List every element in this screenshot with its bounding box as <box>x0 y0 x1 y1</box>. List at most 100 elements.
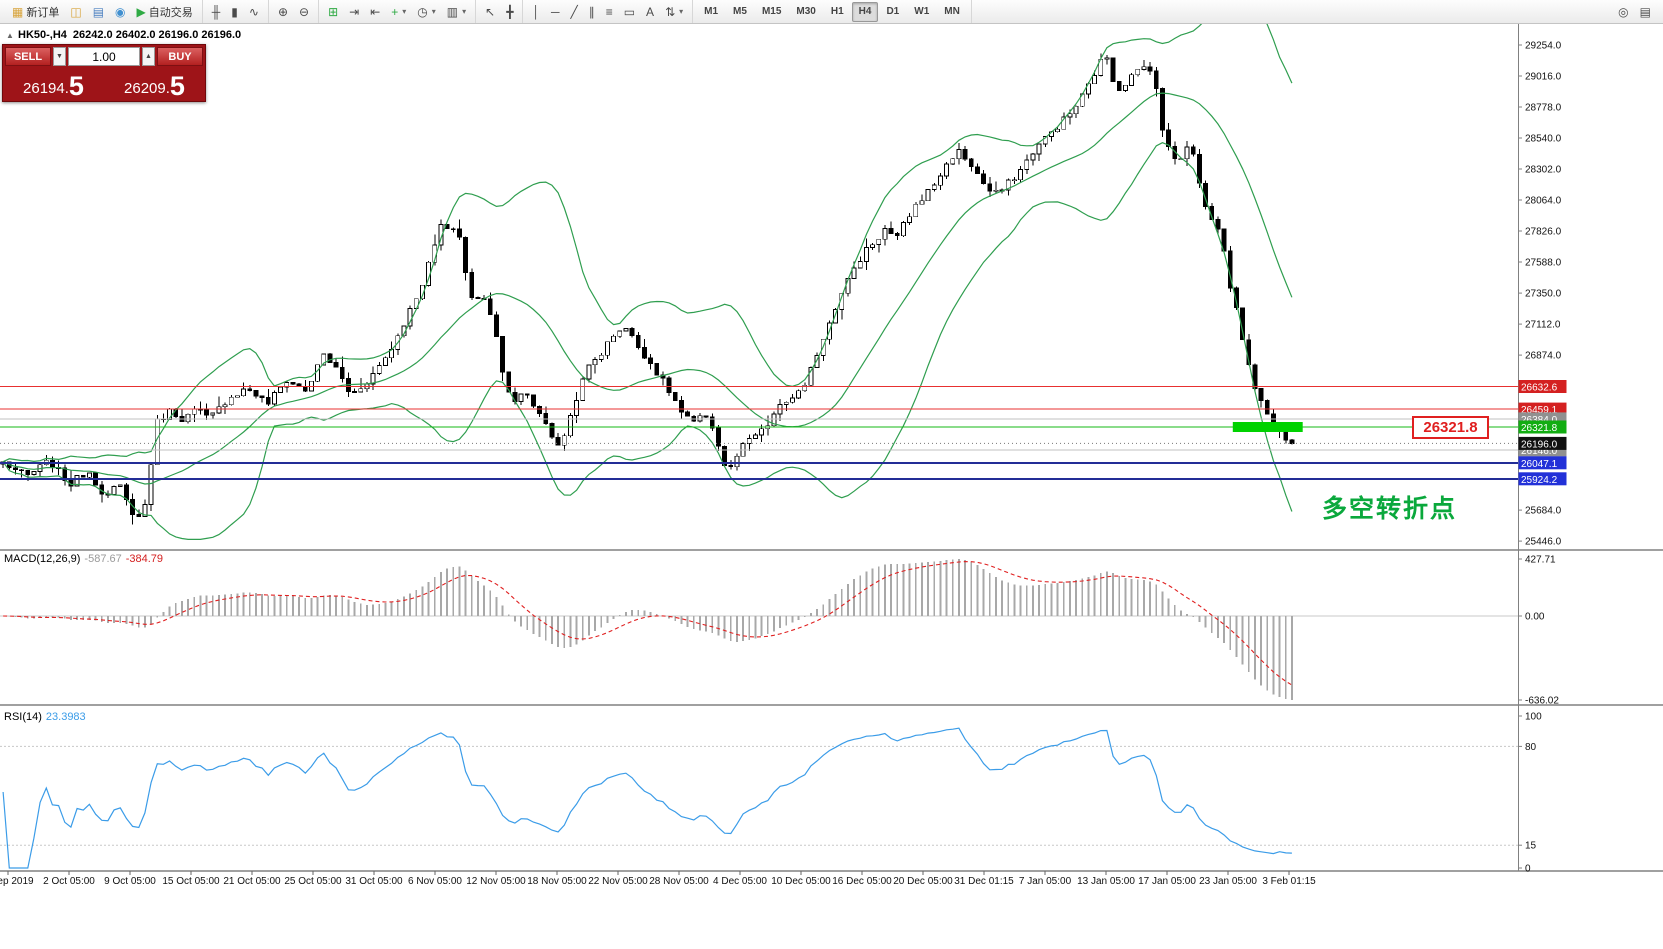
price-axis[interactable]: 29254.0 29016.0 28778.0 28540.0 28302.0 28064… <box>1518 41 1567 875</box>
bollinger-bands <box>2 24 1293 540</box>
vertical-line-icon: │ <box>532 4 540 19</box>
svg-text:20 Dec 05:00: 20 Dec 05:00 <box>893 876 953 887</box>
trendline-button[interactable]: ╱ <box>565 2 582 22</box>
sell-price[interactable]: 26194. 5 <box>3 68 104 101</box>
ohlc-bars-button[interactable]: ╫ <box>207 2 226 22</box>
tile-windows-icon: ⊞ <box>328 4 339 19</box>
timeframe-m15-button[interactable]: M15 <box>761 6 782 17</box>
svg-text:5 Sep 2019: 5 Sep 2019 <box>0 876 34 887</box>
auto-scroll-button[interactable]: ⇥ <box>344 2 364 22</box>
autotrading-button-label: 自动交易 <box>148 6 193 19</box>
volume-increase-button[interactable]: ▲ <box>142 47 155 66</box>
timeframe-m5-button[interactable]: M5 <box>733 6 747 17</box>
periods-button[interactable]: ◷ ▾ <box>412 2 441 22</box>
svg-text:27350.0: 27350.0 <box>1525 289 1562 300</box>
horizontal-line-button[interactable]: ─ <box>546 2 565 22</box>
macd-panel[interactable] <box>0 559 1518 700</box>
templates-icon: ▥ <box>446 4 459 19</box>
svg-text:0.00: 0.00 <box>1525 612 1545 623</box>
svg-text:10 Dec 05:00: 10 Dec 05:00 <box>771 876 831 887</box>
dropdown-arrow-icon[interactable]: ▾ <box>402 7 407 16</box>
dropdown-arrow-icon[interactable]: ▾ <box>431 7 436 16</box>
shapes-icon: ▭ <box>623 4 636 19</box>
time-axis[interactable]: 5 Sep 2019 2 Oct 05:00 9 Oct 05:00 15 Oct 0… <box>0 871 1316 887</box>
channel-button[interactable]: ∥ <box>584 2 600 22</box>
symbol-search-button[interactable]: ◎ <box>1613 2 1633 22</box>
cursor-button[interactable]: ↖ <box>480 2 500 22</box>
layout-group: ⊞ ⇥ ⇤ + ▾ ◷ ▾ ▥ ▾ <box>319 0 477 23</box>
svg-text:31 Oct 05:00: 31 Oct 05:00 <box>345 876 403 887</box>
resistance-line-26459-tag <box>1518 402 1567 416</box>
arrows-button[interactable]: ⇅ ▾ <box>660 2 688 22</box>
timeframe-mn-button[interactable]: MN <box>944 6 960 17</box>
chart-shift-icon: ⇤ <box>370 4 381 19</box>
fibonacci-button[interactable]: ≡ <box>601 2 618 22</box>
crosshair-icon: ╋ <box>506 4 514 19</box>
symbol-search-icon: ◎ <box>1618 4 1629 19</box>
main-price-panel[interactable] <box>0 4 1518 540</box>
ohlc-bars-icon: ╫ <box>211 4 221 19</box>
svg-text:26047.1: 26047.1 <box>1521 459 1558 470</box>
autotrading-icon: ▶ <box>136 4 146 19</box>
svg-text:7 Jan 05:00: 7 Jan 05:00 <box>1019 876 1072 887</box>
volume-decrease-button[interactable]: ▼ <box>53 47 66 66</box>
svg-text:28302.0: 28302.0 <box>1525 165 1562 176</box>
timeframe-group: M1 M5 M15 M30 H1 H4 D1 W1 MN <box>693 0 972 23</box>
timeframe-h1-button[interactable]: H1 <box>830 6 844 17</box>
new-order-button[interactable]: ▦ 新订单 <box>7 2 64 22</box>
buy-price[interactable]: 26209. 5 <box>104 68 205 101</box>
macd-signal-value: -384.79 <box>125 553 164 565</box>
dropdown-arrow-icon[interactable]: ▾ <box>462 7 467 16</box>
macd-signal-line <box>3 561 1293 686</box>
rsi-panel[interactable] <box>0 727 1518 869</box>
line-chart-icon: ∿ <box>248 4 259 19</box>
window-list-icon: ▤ <box>1639 4 1651 19</box>
timeframe-w1-button[interactable]: W1 <box>914 6 930 17</box>
shapes-button[interactable]: ▭ <box>619 2 640 22</box>
buy-button[interactable]: BUY <box>157 47 203 66</box>
one-click-collapse-toggle[interactable]: ▲ <box>6 31 14 40</box>
profiles-button[interactable]: ▤ <box>88 2 109 22</box>
volume-input[interactable] <box>68 47 140 66</box>
autotrading-button[interactable]: ▶ 自动交易 <box>132 2 198 22</box>
horizontal-lines[interactable] <box>0 386 1518 480</box>
text-button[interactable]: A <box>641 2 659 22</box>
data-window-button[interactable]: ◉ <box>110 2 130 22</box>
svg-text:26321.8: 26321.8 <box>1521 423 1558 434</box>
timeframe-m1-button[interactable]: M1 <box>704 6 719 17</box>
svg-text:18 Nov 05:00: 18 Nov 05:00 <box>527 876 587 887</box>
templates-button[interactable]: ▥ ▾ <box>442 2 471 22</box>
one-click-trade-panel: SELL ▼ ▲ BUY 26194.5 26209.5 <box>2 44 206 102</box>
svg-text:17 Jan 05:00: 17 Jan 05:00 <box>1138 876 1196 887</box>
panel-separators[interactable] <box>0 24 1663 872</box>
green-highlight-band[interactable] <box>1232 422 1303 432</box>
svg-text:25446.0: 25446.0 <box>1525 537 1562 548</box>
svg-text:28540.0: 28540.0 <box>1525 134 1562 145</box>
timeframe-m30-button[interactable]: M30 <box>796 6 816 17</box>
horizontal-line-icon: ─ <box>550 4 560 19</box>
price-callout-26321[interactable]: 26321.8 <box>1412 416 1489 439</box>
vertical-line-button[interactable]: │ <box>527 2 545 22</box>
rsi-line <box>2 727 1292 869</box>
chart-shift-button[interactable]: ⇤ <box>365 2 385 22</box>
trade-group: ▦ 新订单 ◫ ▤ ◉ ▶ 自动交易 <box>3 0 203 23</box>
crosshair-button[interactable]: ╋ <box>501 2 518 22</box>
timeframe-d1-button[interactable]: D1 <box>886 6 900 17</box>
chart-window-button[interactable]: ◫ <box>65 2 86 22</box>
window-list-button[interactable]: ▤ <box>1635 2 1656 22</box>
dropdown-arrow-icon[interactable]: ▾ <box>679 7 684 16</box>
arrows-icon: ⇅ <box>665 4 676 19</box>
support-line-25924-tag <box>1518 472 1567 486</box>
candlestick-button[interactable]: ▮ <box>226 2 243 22</box>
tile-windows-button[interactable]: ⊞ <box>323 2 343 22</box>
sell-button[interactable]: SELL <box>5 47 51 66</box>
timeframe-h4-button[interactable]: H4 <box>851 1 879 22</box>
indicators-button[interactable]: + ▾ <box>386 2 411 22</box>
svg-text:23 Jan 05:00: 23 Jan 05:00 <box>1199 876 1257 887</box>
line-chart-button[interactable]: ∿ <box>244 2 264 22</box>
zoom-out-button[interactable]: ⊖ <box>294 2 314 22</box>
new-order-icon: ▦ <box>12 4 24 19</box>
zoom-in-button[interactable]: ⊕ <box>273 2 293 22</box>
turning-point-annotation[interactable]: 多空转折点 <box>1322 494 1458 523</box>
